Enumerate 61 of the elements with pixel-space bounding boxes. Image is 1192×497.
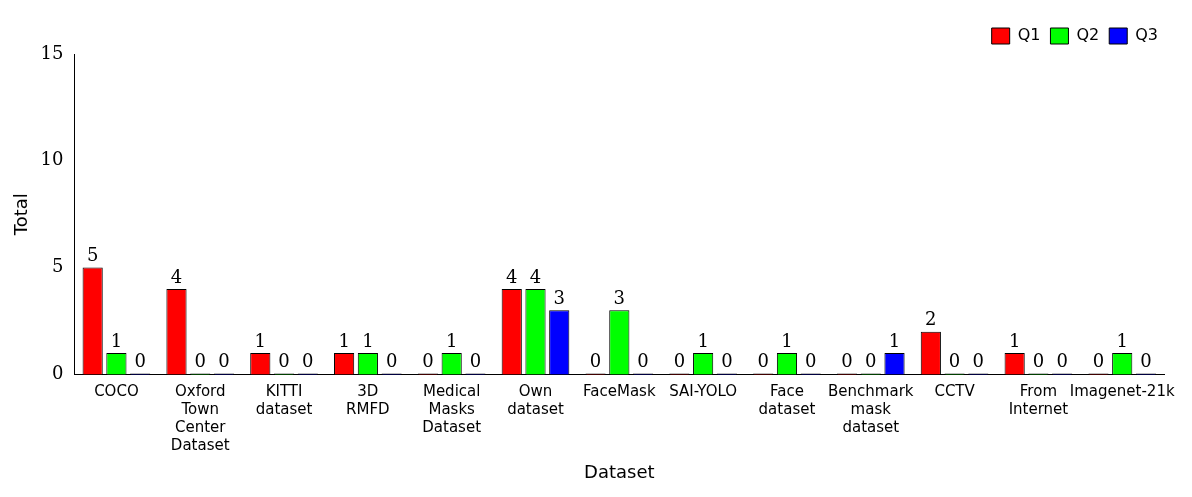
data-label: 0: [302, 350, 314, 372]
data-label: 0: [1056, 350, 1068, 372]
y-tick-label: 15: [40, 41, 64, 63]
x-tick-label: SAI-YOLO: [669, 382, 738, 401]
data-label: 3: [553, 286, 565, 308]
y-tick-label: 10: [40, 148, 64, 170]
data-label: 0: [757, 350, 769, 372]
data-label: 0: [948, 350, 961, 372]
data-label: 1: [697, 329, 709, 351]
legend-label: Q1: [1017, 25, 1041, 45]
data-label: 0: [385, 350, 398, 372]
data-label: 0: [194, 350, 206, 372]
x-tick-label: 3D RMFD: [346, 382, 390, 419]
data-label: 1: [1008, 329, 1021, 351]
data-label: 0: [673, 350, 686, 372]
data-label: 1: [888, 329, 901, 351]
legend-label: Q2: [1076, 25, 1100, 45]
data-label: 0: [1092, 350, 1105, 372]
data-label: 4: [506, 265, 518, 287]
data-label: 0: [218, 350, 230, 372]
x-tick-label: Oxford Town Center Dataset: [170, 382, 230, 455]
data-label: 1: [445, 329, 458, 351]
x-tick-label: FaceMask: [583, 382, 656, 401]
data-label: 1: [781, 329, 793, 351]
x-tick-label: COCO: [94, 382, 139, 401]
data-label: 3: [613, 286, 626, 308]
data-label: 0: [804, 350, 817, 372]
x-tick-label: Benchmark mask dataset: [828, 382, 914, 437]
x-axis-title: Dataset: [584, 460, 655, 482]
x-tick-label: From Internet: [1008, 382, 1069, 419]
data-label: 0: [1140, 350, 1152, 372]
data-label: 5: [86, 244, 99, 266]
y-tick-label: 5: [52, 255, 64, 277]
y-tick-label: 0: [52, 362, 64, 384]
data-label: 0: [469, 350, 482, 372]
data-label: 0: [865, 350, 877, 372]
y-axis-title: Total: [10, 193, 32, 237]
x-tick-label: CCTV: [934, 382, 976, 401]
data-label: 0: [721, 350, 733, 372]
data-label: 4: [529, 265, 542, 287]
data-label: 0: [422, 350, 434, 372]
data-label: 1: [1116, 329, 1128, 351]
data-label: 4: [170, 265, 183, 287]
data-label: 2: [925, 308, 937, 330]
data-label: 1: [110, 329, 123, 351]
x-tick-label: KITTI dataset: [255, 382, 313, 419]
data-label: 1: [254, 329, 267, 351]
x-tick-label: Imagenet-21k: [1069, 382, 1175, 401]
x-tick-label: Own dataset: [507, 382, 564, 419]
legend-label: Q3: [1135, 25, 1159, 45]
data-label: 0: [134, 350, 146, 372]
data-label: 0: [1032, 350, 1045, 372]
data-label: 0: [841, 350, 853, 372]
x-tick-label: Medical Masks Dataset: [422, 382, 482, 437]
data-label: 0: [637, 350, 649, 372]
data-label: 0: [278, 350, 290, 372]
x-tick-label: Face dataset: [758, 382, 816, 419]
data-label: 0: [589, 350, 602, 372]
data-label: 1: [338, 329, 350, 351]
data-label: 0: [972, 350, 985, 372]
data-label: 1: [362, 329, 374, 351]
